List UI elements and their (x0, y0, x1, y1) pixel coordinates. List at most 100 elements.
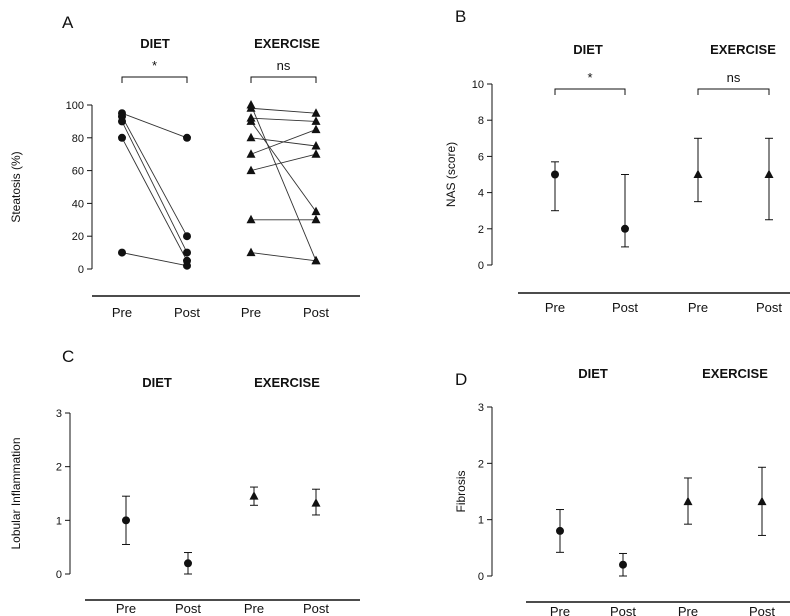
x-category-label: Post (175, 601, 201, 616)
y-tick-label: 100 (66, 100, 84, 112)
y-tick-label: 8 (478, 115, 484, 127)
y-axis-label: Lobular Inflammation (9, 437, 23, 549)
x-category-label: Pre (112, 305, 132, 320)
group-label-exercise: EXERCISE (710, 42, 776, 57)
x-category-label: Post (303, 601, 329, 616)
y-tick-label: 2 (56, 462, 62, 474)
data-point (693, 169, 703, 178)
data-point (311, 108, 321, 117)
group-label-diet: DIET (142, 375, 172, 390)
data-point (311, 206, 321, 216)
data-point (118, 248, 126, 257)
y-tick-label: 40 (72, 198, 84, 210)
data-point (683, 496, 693, 506)
group-label-exercise: EXERCISE (702, 366, 768, 381)
group-label-diet: DIET (573, 42, 603, 57)
data-point (551, 170, 559, 179)
panel-letter: B (455, 7, 466, 26)
data-point (311, 141, 321, 150)
data-point (184, 559, 192, 568)
data-point (311, 498, 321, 507)
y-axis-label: NAS (score) (444, 142, 458, 207)
y-axis-label: Steatosis (%) (9, 151, 23, 222)
y-tick-label: 6 (478, 151, 484, 163)
paired-line (121, 116, 188, 237)
significance-bracket (554, 88, 626, 95)
significance-bracket (121, 76, 188, 83)
significance-bracket (697, 88, 770, 95)
data-point (311, 214, 321, 224)
data-point (757, 496, 767, 506)
data-point (246, 149, 256, 158)
y-tick-label: 2 (478, 458, 484, 470)
x-category-label: Post (756, 300, 782, 315)
x-category-label: Pre (550, 604, 570, 616)
group-label-diet: DIET (578, 366, 608, 381)
y-tick-label: 0 (478, 260, 484, 272)
x-category-label: Post (610, 604, 636, 616)
x-category-label: Pre (678, 604, 698, 616)
x-category-label: Pre (241, 305, 261, 320)
y-tick-label: 80 (72, 133, 84, 145)
x-category-label: Pre (688, 300, 708, 315)
group-label-diet: DIET (140, 36, 170, 51)
data-point (183, 248, 191, 257)
paired-line (121, 137, 188, 262)
data-point (621, 224, 629, 233)
significance-label: ns (727, 70, 741, 85)
group-label-exercise: EXERCISE (254, 36, 320, 51)
paired-line (250, 129, 317, 155)
x-category-label: Pre (545, 300, 565, 315)
data-point (183, 133, 191, 142)
data-point (246, 247, 256, 257)
significance-bracket (250, 76, 317, 83)
data-point (118, 133, 126, 142)
x-category-label: Post (174, 305, 200, 320)
group-label-exercise: EXERCISE (254, 375, 320, 390)
data-point (183, 232, 191, 241)
panel-a: A DIET EXERCISE * ns 0 20 40 60 80 100 Steatosis (%… (9, 13, 360, 320)
data-point (246, 103, 256, 112)
data-point (246, 132, 256, 142)
significance-label: ns (277, 58, 291, 73)
data-point (246, 214, 256, 224)
paired-line (121, 252, 188, 267)
data-point (311, 116, 321, 125)
panel-letter: D (455, 370, 467, 389)
panel-b: B DIET EXERCISE * ns 0 2 4 6 8 10 NAS (score) Pre Pos… (444, 7, 790, 315)
y-tick-label: 0 (56, 569, 62, 581)
panel-letter: A (62, 13, 74, 32)
y-axis-label: Fibrosis (454, 470, 468, 512)
y-tick-label: 3 (56, 408, 62, 420)
paired-line (250, 104, 317, 261)
y-tick-label: 0 (78, 264, 84, 276)
y-tick-label: 10 (472, 79, 484, 91)
paired-line (250, 252, 317, 262)
y-tick-label: 3 (478, 402, 484, 414)
x-category-label: Pre (116, 601, 136, 616)
panel-c: C DIET EXERCISE 0 1 2 3 Lobular Inflammation Pre… (9, 347, 360, 616)
x-category-label: Post (303, 305, 329, 320)
x-category-label: Post (612, 300, 638, 315)
data-point (619, 560, 627, 569)
data-point (311, 124, 321, 134)
y-tick-label: 0 (478, 571, 484, 583)
paired-line (250, 107, 317, 114)
paired-line (250, 117, 317, 122)
data-point (249, 491, 259, 500)
significance-label: * (152, 58, 157, 73)
paired-line (250, 121, 317, 212)
data-point (311, 255, 321, 265)
panel-letter: C (62, 347, 74, 366)
y-tick-label: 1 (56, 515, 62, 527)
data-point (122, 516, 130, 525)
y-tick-label: 60 (72, 166, 84, 178)
y-tick-label: 20 (72, 231, 84, 243)
x-category-label: Post (749, 604, 775, 616)
data-point (556, 526, 564, 535)
y-tick-label: 1 (478, 515, 484, 527)
y-tick-label: 2 (478, 224, 484, 236)
paired-line (121, 112, 188, 139)
data-point (183, 261, 191, 270)
x-category-label: Pre (244, 601, 264, 616)
